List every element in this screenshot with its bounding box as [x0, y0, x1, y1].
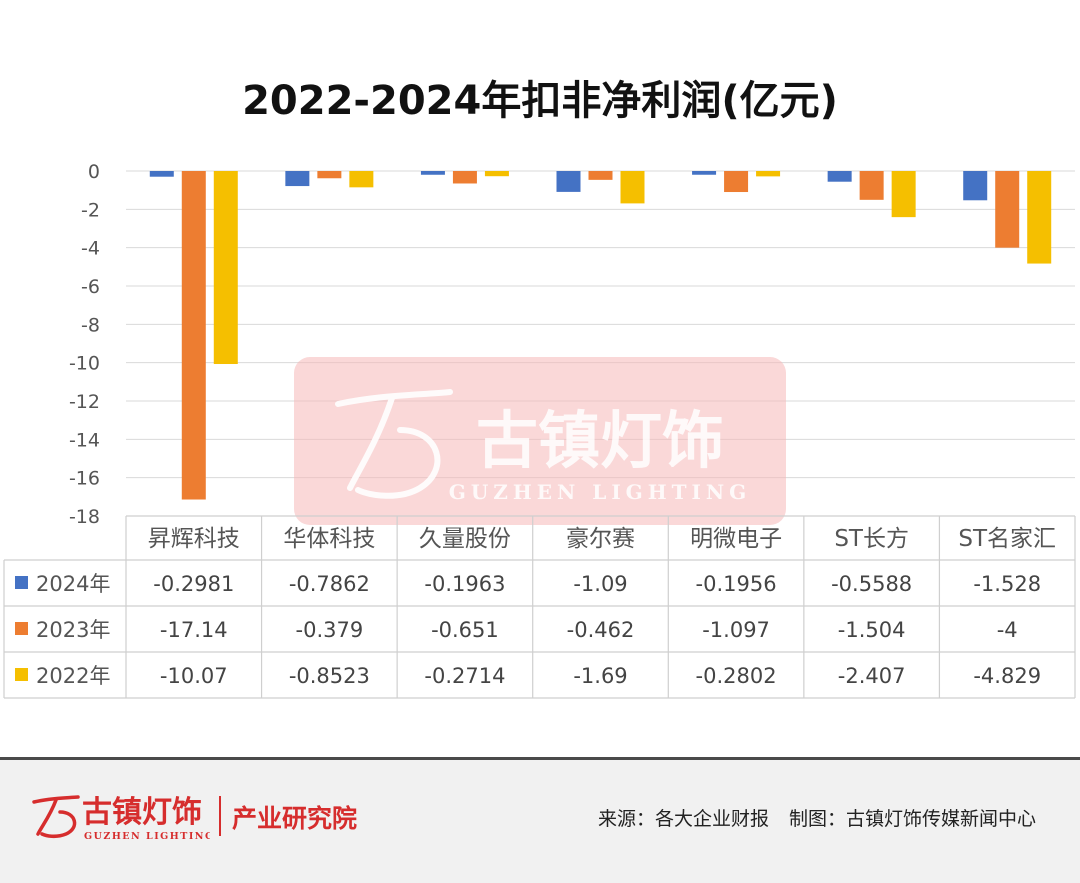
bar — [620, 171, 645, 204]
bar — [756, 171, 781, 177]
bar — [484, 171, 509, 177]
bar — [891, 171, 916, 218]
bar — [420, 171, 445, 175]
data-label: -1.528 — [973, 572, 1041, 596]
bar — [963, 171, 988, 201]
bar — [149, 171, 174, 177]
category-label: 明微电子 — [690, 526, 782, 552]
watermark: 古镇灯饰 GUZHEN LIGHTING — [294, 357, 786, 525]
category-label: ST长方 — [834, 526, 909, 552]
data-label: -1.097 — [702, 618, 770, 642]
legend-label: 2023年 — [36, 618, 110, 642]
data-label: -0.8523 — [289, 664, 370, 688]
bar — [859, 171, 884, 200]
bar — [556, 171, 581, 192]
data-label: -4.829 — [973, 664, 1041, 688]
bar — [452, 171, 477, 184]
footer-credit: 制图：古镇灯饰传媒新闻中心 — [788, 808, 1036, 830]
bar — [692, 171, 717, 175]
y-tick-label: -14 — [69, 429, 100, 451]
footer-institute: 产业研究院 — [232, 804, 358, 833]
chart-title: 2022-2024年扣非净利润(亿元) — [242, 78, 838, 124]
data-label: -4 — [997, 618, 1018, 642]
y-tick-label: -18 — [69, 506, 100, 528]
bar — [588, 171, 613, 180]
data-label: -0.462 — [567, 618, 635, 642]
data-label: -1.09 — [573, 572, 627, 596]
data-label: -17.14 — [160, 618, 228, 642]
footer-divider-line — [0, 757, 1080, 760]
chart: 2022-2024年扣非净利润(亿元) 0 -2 -4 -6 -8 -10 -12 -14 -1… — [3, 78, 1076, 699]
footer-logo-divider — [219, 796, 221, 836]
bar — [213, 171, 238, 365]
legend-swatch — [15, 576, 28, 589]
y-tick-label: 0 — [88, 161, 100, 183]
bar — [1027, 171, 1052, 264]
bar — [827, 171, 852, 182]
watermark-subtitle: GUZHEN LIGHTING — [449, 480, 752, 504]
data-label: -1.69 — [573, 664, 627, 688]
bar — [349, 171, 374, 188]
footer — [0, 760, 1080, 883]
bar — [181, 171, 206, 500]
y-tick-label: -8 — [81, 314, 100, 336]
data-label: -0.2981 — [153, 572, 234, 596]
y-tick-label: -12 — [69, 391, 100, 413]
y-tick-label: -10 — [69, 353, 100, 375]
footer-source-line: 来源：各大企业财报 制图：古镇灯饰传媒新闻中心 — [578, 804, 1036, 831]
category-label: 豪尔赛 — [566, 526, 635, 552]
watermark-panel — [294, 357, 786, 525]
bar — [724, 171, 749, 193]
bar — [285, 171, 310, 187]
footer-logo-subtitle: GUZHEN LIGHTING — [84, 831, 210, 842]
footer-logo: 古镇灯饰 GUZHEN LIGHTING — [32, 795, 210, 842]
data-label: -0.651 — [431, 618, 499, 642]
category-label: 昇辉科技 — [148, 526, 240, 552]
data-label: -1.504 — [838, 618, 906, 642]
data-label: -0.7862 — [289, 572, 370, 596]
footer-logo-icon — [32, 795, 80, 839]
data-label: -0.5588 — [831, 572, 912, 596]
legend-swatch — [15, 668, 28, 681]
legend-label: 2022年 — [36, 664, 110, 688]
legend-swatch — [15, 622, 28, 635]
bar — [317, 171, 342, 179]
data-label: -0.1956 — [696, 572, 777, 596]
data-label: -0.379 — [296, 618, 364, 642]
data-label: -2.407 — [838, 664, 906, 688]
y-tick-label: -2 — [81, 199, 100, 221]
legend-label: 2024年 — [36, 572, 110, 596]
category-label: ST名家汇 — [958, 526, 1056, 552]
data-label: -0.2802 — [696, 664, 777, 688]
category-label: 华体科技 — [283, 526, 375, 552]
y-tick-label: -6 — [81, 276, 100, 298]
watermark-name: 古镇灯饰 — [476, 404, 724, 477]
footer-source: 来源：各大企业财报 — [597, 808, 769, 830]
category-label: 久量股份 — [419, 526, 511, 552]
y-tick-label: -16 — [69, 468, 100, 490]
data-label: -10.07 — [160, 664, 228, 688]
watermark-logo-icon — [335, 389, 453, 499]
data-label: -0.1963 — [424, 572, 505, 596]
data-label: -0.2714 — [424, 664, 505, 688]
bar — [995, 171, 1020, 248]
footer-logo-text: 古镇灯饰 — [82, 795, 202, 830]
y-tick-label: -4 — [81, 238, 100, 260]
